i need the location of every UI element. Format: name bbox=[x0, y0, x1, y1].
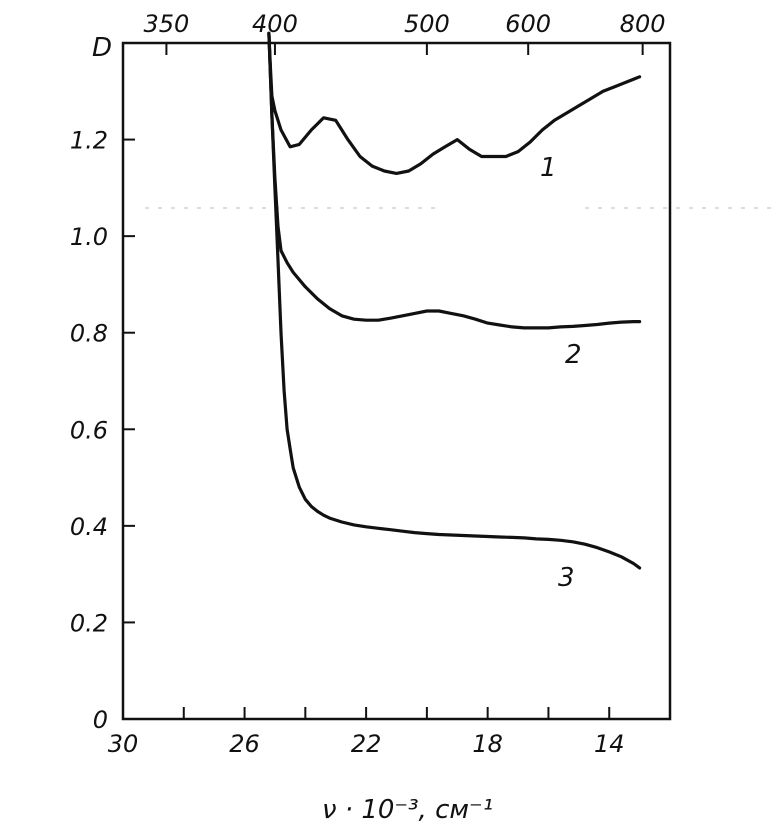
top-tick-label: 800 bbox=[620, 10, 666, 38]
x-tick-label: 26 bbox=[229, 730, 260, 758]
y-axis-ticks: 0 0.2 0.4 0.6 0.8 1.0 1.2 bbox=[70, 127, 135, 734]
x-tick-label: 14 bbox=[594, 730, 625, 758]
y-tick-label: 0.8 bbox=[70, 320, 108, 348]
curve-label-2: 2 bbox=[565, 340, 582, 370]
y-tick-label: 0.6 bbox=[70, 416, 108, 444]
curve-2 bbox=[267, 31, 642, 330]
y-tick-label: 1.2 bbox=[70, 127, 108, 155]
y-tick-label: 0.2 bbox=[70, 609, 108, 637]
x-tick-label: 18 bbox=[472, 730, 503, 758]
top-axis-ticks: 350 400 500 600 800 bbox=[144, 10, 666, 55]
curve-1 bbox=[267, 31, 642, 175]
top-tick-label: 600 bbox=[505, 10, 551, 38]
y-tick-label: 0 bbox=[93, 706, 108, 734]
top-tick-label: 500 bbox=[404, 10, 450, 38]
top-tick-label: 350 bbox=[144, 10, 190, 38]
y-axis-label: D bbox=[92, 33, 112, 63]
curves: 1 2 3 bbox=[267, 31, 642, 593]
curve-label-1: 1 bbox=[540, 153, 557, 183]
plot-frame bbox=[121, 41, 672, 721]
x-axis-ticks: 30 26 22 18 14 bbox=[108, 707, 671, 758]
y-tick-label: 0.4 bbox=[70, 513, 108, 541]
y-tick-label: 1.0 bbox=[70, 223, 108, 251]
x-axis-label: ν · 10⁻³, см⁻¹ bbox=[322, 795, 493, 825]
curve-3 bbox=[267, 31, 642, 570]
top-tick-label: 400 bbox=[252, 10, 298, 38]
x-tick-label: 30 bbox=[108, 730, 139, 758]
curve-label-3: 3 bbox=[558, 563, 575, 593]
x-tick-label: 22 bbox=[351, 730, 382, 758]
